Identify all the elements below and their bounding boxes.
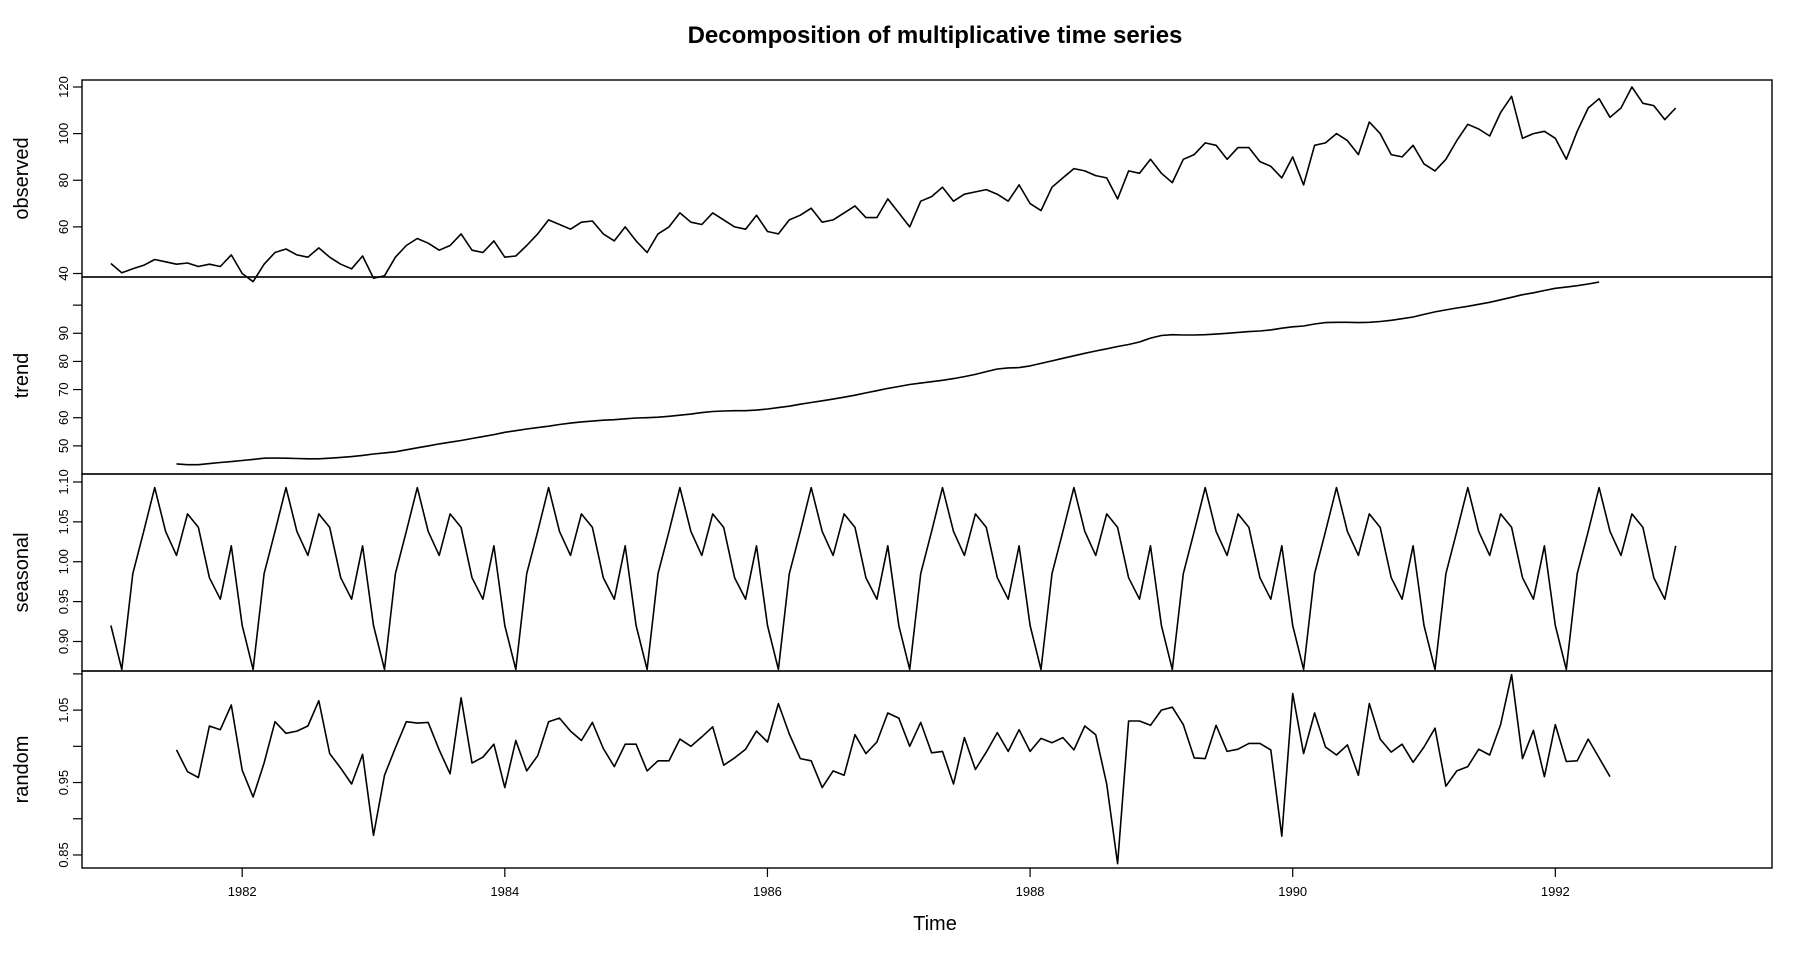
x-axis-title: Time (913, 913, 957, 935)
panel-seasonal: 0.90 0.95 1.00 1.05 1.10 seasonal (11, 469, 1773, 672)
trend-y-tick-label: 70 (56, 382, 71, 396)
observed-series-line (110, 86, 1677, 283)
seasonal-series-line (110, 486, 1677, 671)
seasonal-frame (81, 473, 1773, 672)
x-tick-label: 1982 (228, 884, 257, 899)
trend-y-tick-label: 80 (56, 354, 71, 368)
random-series-line (175, 673, 1611, 865)
trend-y-tick-label: 50 (56, 439, 71, 453)
x-tick-label: 1984 (490, 884, 519, 899)
panel-trend: 50 60 70 80 90 trend (11, 276, 1773, 475)
trend-frame (81, 276, 1773, 475)
seasonal-y-tick-label: 1.05 (56, 509, 71, 534)
observed-frame (81, 79, 1773, 278)
seasonal-y-tick-label: 0.90 (56, 629, 71, 654)
observed-y-tick-label: 100 (56, 123, 71, 145)
trend-series-line (176, 281, 1600, 466)
observed-y-tick-label: 80 (56, 173, 71, 187)
x-tick-label: 1986 (753, 884, 782, 899)
trend-y-tick-label: 60 (56, 410, 71, 424)
x-tick-label: 1990 (1278, 884, 1307, 899)
panel-observed: 40 60 80 100 120 observed (11, 76, 1773, 283)
seasonal-axis-label: seasonal (11, 532, 33, 612)
random-y-tick-label: 1.05 (56, 697, 71, 722)
x-axis: 1982 1984 1986 1988 1990 1992 (228, 868, 1570, 899)
trend-axis-label: trend (11, 353, 33, 399)
random-y-tick-label: 0.85 (56, 842, 71, 867)
x-tick-label: 1992 (1541, 884, 1570, 899)
x-tick-label: 1988 (1016, 884, 1045, 899)
observed-y-tick-label: 60 (56, 220, 71, 234)
random-y-tick-label: 0.95 (56, 770, 71, 795)
trend-y-tick-label: 90 (56, 326, 71, 340)
random-frame (81, 670, 1773, 869)
chart-title: Decomposition of multiplicative time ser… (688, 22, 1183, 49)
random-axis-label: random (11, 736, 33, 804)
seasonal-y-tick-label: 1.00 (56, 549, 71, 574)
observed-y-tick-label: 40 (56, 266, 71, 280)
panel-random: 0.85 0.95 1.05 random (11, 670, 1773, 869)
observed-axis-label: observed (11, 137, 33, 219)
seasonal-y-tick-label: 1.10 (56, 469, 71, 494)
seasonal-y-tick-label: 0.95 (56, 589, 71, 614)
observed-y-tick-label: 120 (56, 76, 71, 98)
